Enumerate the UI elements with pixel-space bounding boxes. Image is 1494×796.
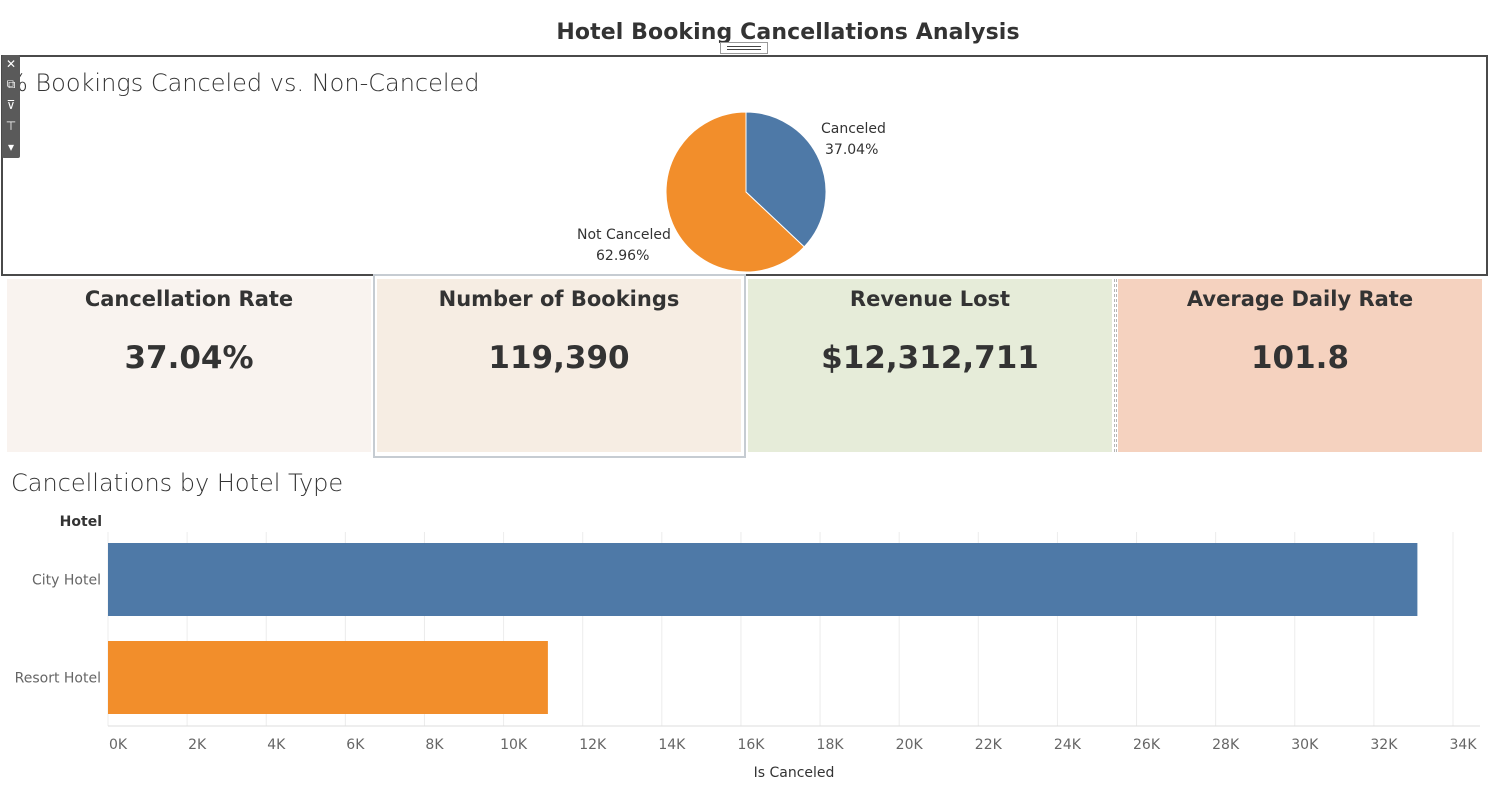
kpi-card-number-of-bookings[interactable]: Number of Bookings 119,390 bbox=[377, 279, 741, 452]
not-canceled-percent: 62.96% bbox=[596, 248, 649, 264]
category-label: Resort Hotel bbox=[15, 671, 101, 687]
kpi-card-average-daily-rate[interactable]: Average Daily Rate 101.8 bbox=[1118, 279, 1482, 452]
x-tick-label: 12K bbox=[579, 737, 607, 753]
kpi-card-revenue-lost[interactable]: Revenue Lost $12,312,711 bbox=[748, 279, 1112, 452]
kpi-card-cancellation-rate[interactable]: Cancellation Rate 37.04% bbox=[7, 279, 371, 452]
x-tick-label: 26K bbox=[1133, 737, 1161, 753]
bar-resort-hotel[interactable] bbox=[108, 641, 548, 714]
filter-icon[interactable]: ⊽ bbox=[6, 98, 16, 112]
pie-slice-not-canceled[interactable] bbox=[665, 111, 805, 273]
x-tick-label: 8K bbox=[425, 737, 444, 753]
pie-chart-zone[interactable]: % Bookings Canceled vs. Non-Canceled Can… bbox=[1, 55, 1488, 276]
zone-divider bbox=[1116, 279, 1117, 452]
x-tick-label: 6K bbox=[346, 737, 365, 753]
x-tick-label: 0K bbox=[109, 737, 128, 753]
kpi-label: Cancellation Rate bbox=[84, 287, 294, 311]
row-header-hotel: Hotel bbox=[60, 514, 102, 530]
kpi-value: $12,312,711 bbox=[821, 340, 1039, 376]
pin-icon[interactable]: ⊤ bbox=[5, 119, 17, 133]
category-label: City Hotel bbox=[32, 573, 101, 589]
kpi-label: Revenue Lost bbox=[849, 287, 1011, 311]
kpi-value: 37.04% bbox=[124, 340, 254, 376]
drag-handle[interactable] bbox=[720, 42, 768, 54]
dashboard-title: Hotel Booking Cancellations Analysis bbox=[556, 20, 1020, 45]
x-tick-label: 2K bbox=[188, 737, 207, 753]
x-tick-label: 10K bbox=[500, 737, 528, 753]
bar-chart-title: Cancellations by Hotel Type bbox=[11, 469, 344, 497]
x-tick-label: 22K bbox=[975, 737, 1003, 753]
bar-city-hotel[interactable] bbox=[108, 543, 1418, 616]
x-tick-label: 14K bbox=[658, 737, 686, 753]
x-tick-label: 4K bbox=[267, 737, 286, 753]
x-tick-label: 18K bbox=[817, 737, 845, 753]
x-tick-label: 32K bbox=[1370, 737, 1398, 753]
kpi-label: Number of Bookings bbox=[438, 287, 680, 311]
pie-chart-title: % Bookings Canceled vs. Non-Canceled bbox=[5, 69, 480, 97]
x-tick-label: 16K bbox=[737, 737, 765, 753]
not-canceled-label: Not Canceled bbox=[577, 227, 671, 243]
pie-slice-canceled[interactable] bbox=[745, 111, 827, 248]
x-tick-label: 28K bbox=[1212, 737, 1240, 753]
kpi-value: 119,390 bbox=[488, 340, 630, 376]
x-axis-title: Is Canceled bbox=[754, 765, 835, 781]
close-icon[interactable]: ✕ bbox=[5, 57, 17, 71]
more-options-icon[interactable]: ▾ bbox=[7, 140, 15, 154]
zone-divider bbox=[1114, 279, 1115, 452]
open-external-icon[interactable]: ⧉ bbox=[6, 77, 16, 91]
x-tick-label: 30K bbox=[1291, 737, 1319, 753]
kpi-label: Average Daily Rate bbox=[1186, 287, 1414, 311]
kpi-value: 101.8 bbox=[1250, 340, 1350, 376]
canceled-label: Canceled bbox=[821, 121, 886, 137]
x-tick-label: 34K bbox=[1450, 737, 1478, 753]
pie-chart: Canceled 37.04% Not Canceled 62.96% bbox=[577, 111, 886, 273]
zone-toolbar: ✕ ⧉ ⊽ ⊤ ▾ bbox=[2, 55, 20, 158]
x-tick-label: 24K bbox=[1054, 737, 1082, 753]
canceled-percent: 37.04% bbox=[825, 142, 878, 158]
x-tick-label: 20K bbox=[896, 737, 924, 753]
